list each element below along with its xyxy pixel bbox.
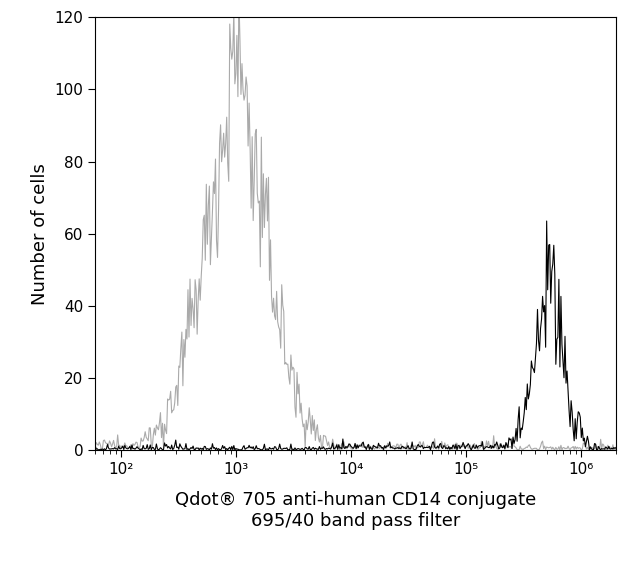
X-axis label: Qdot® 705 anti-human CD14 conjugate
695/40 band pass filter: Qdot® 705 anti-human CD14 conjugate 695/… xyxy=(175,491,536,530)
Y-axis label: Number of cells: Number of cells xyxy=(31,163,49,305)
